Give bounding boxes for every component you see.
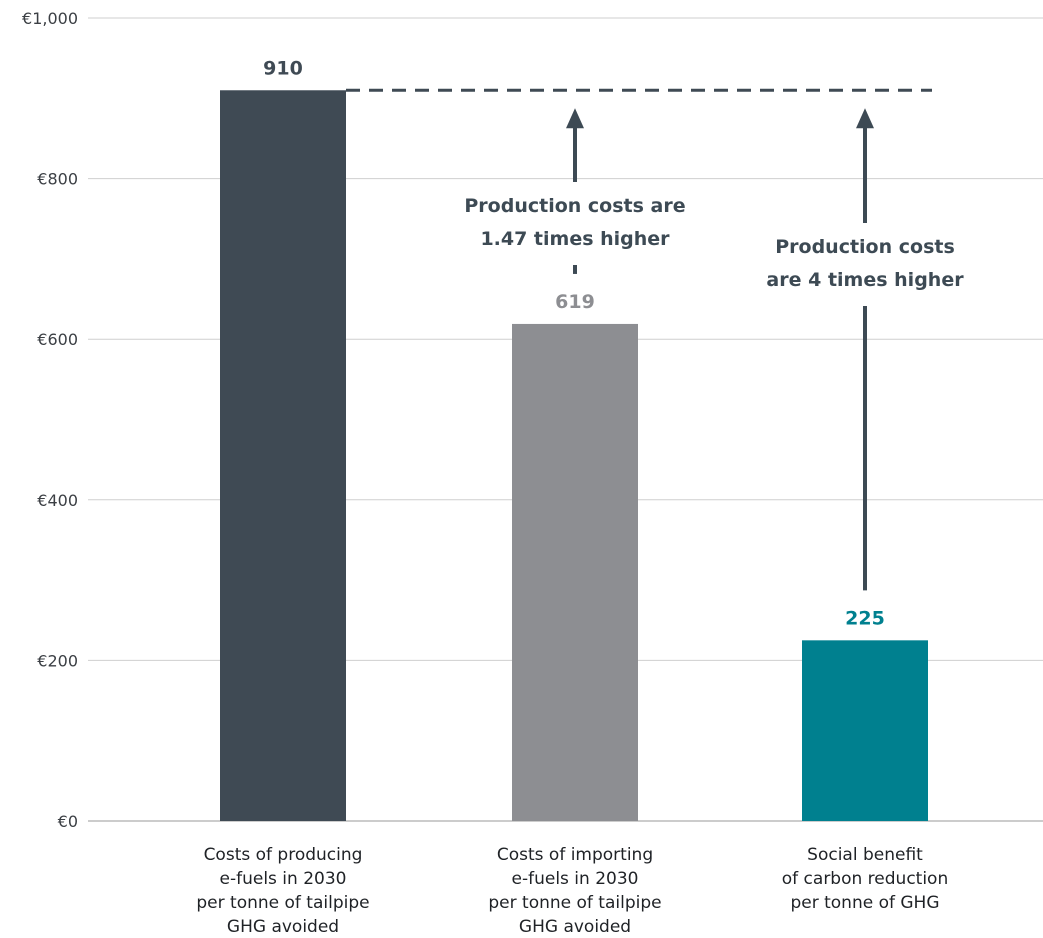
y-tick-label: €600 [37,330,78,349]
category-label: per tonne of tailpipe [488,893,661,913]
arrow-up-icon [566,108,584,129]
category-label: GHG avoided [227,917,339,937]
bar [802,640,928,821]
y-tick-label: €1,000 [22,9,78,28]
category-label: Social benefit [807,845,923,865]
annotation-text: Production costs [775,236,955,258]
annotation-text: are 4 times higher [766,269,964,291]
arrow-up-icon [856,108,874,129]
category-label: GHG avoided [519,917,631,937]
x-axis-categories: Costs of producing e-fuels in 2030 per ton… [196,845,948,937]
bars [220,90,928,821]
bar [512,323,638,821]
category-label: e-fuels in 2030 [220,869,347,889]
category-label: of carbon reduction [782,869,948,889]
annotations: Production costs are 1.47 times higher Pro… [464,108,964,591]
y-tick-label: €800 [37,170,78,189]
y-tick-label: €0 [58,812,78,831]
y-axis: €0 €200 €400 €600 €800 €1,000 [22,9,78,831]
y-tick-label: €400 [37,491,78,510]
category-label: per tonne of GHG [790,893,939,913]
category-label: per tonne of tailpipe [196,893,369,913]
y-tick-label: €200 [37,651,78,670]
value-labels: 910 619 225 [263,57,885,629]
category-label: Costs of producing [204,845,363,865]
category-label: Costs of importing [497,845,653,865]
annotation-text: Production costs are [464,195,685,217]
value-label: 910 [263,57,303,79]
annotation-text: 1.47 times higher [480,228,670,250]
value-label: 619 [555,291,595,313]
bar [220,90,346,821]
value-label: 225 [845,607,885,629]
category-label: e-fuels in 2030 [512,869,639,889]
